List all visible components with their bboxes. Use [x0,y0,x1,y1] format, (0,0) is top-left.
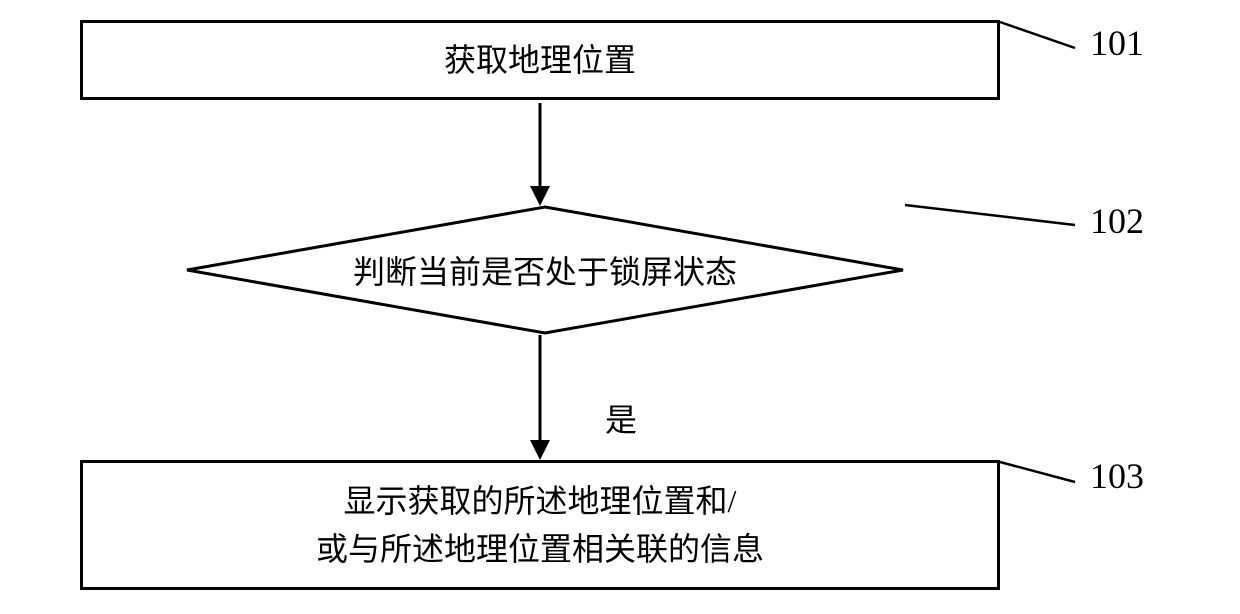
flow-step-3: 显示获取的所述地理位置和/ 或与所述地理位置相关联的信息 [80,460,1000,590]
flow-step-1: 获取地理位置 [80,20,1000,100]
flow-decision-text: 判断当前是否处于锁屏状态 [353,247,737,293]
flow-step-3-label: 103 [1090,455,1144,497]
flow-decision-label: 102 [1090,200,1144,242]
flow-step-3-text: 显示获取的所述地理位置和/ 或与所述地理位置相关联的信息 [304,469,776,581]
flow-step-1-text: 获取地理位置 [432,28,648,92]
flowchart-container: 获取地理位置 101 判断当前是否处于锁屏状态 102 是 显示获取的所述地理位… [0,0,1240,614]
flow-step-1-label: 101 [1090,22,1144,64]
flow-decision: 判断当前是否处于锁屏状态 [185,205,905,335]
edge-label-yes: 是 [605,395,637,441]
